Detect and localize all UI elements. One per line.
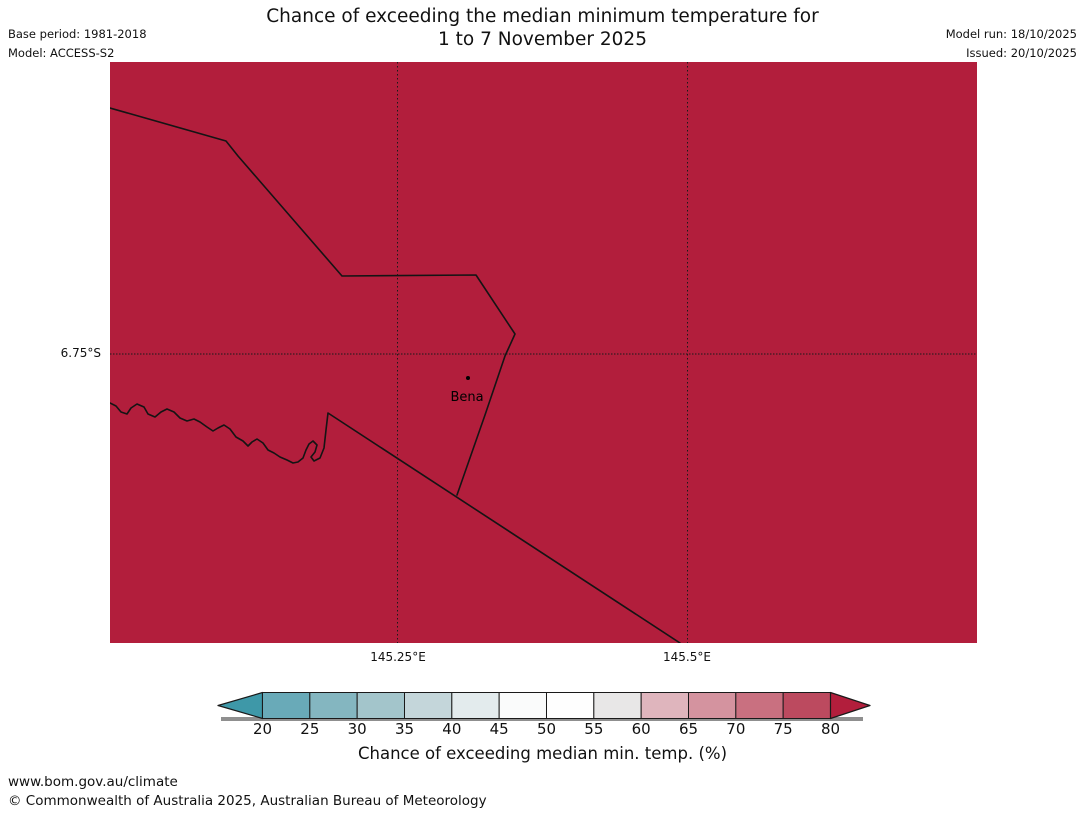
colorbar-tick-label: 65 (678, 720, 699, 738)
model-label: Model: ACCESS-S2 (8, 46, 115, 60)
forecast-map: Bena (110, 62, 977, 643)
colorbar-tick-label: 55 (584, 720, 604, 738)
colorbar-segment (262, 692, 311, 719)
colorbar-tick-label: 75 (773, 720, 793, 738)
town-marker-dot (466, 376, 470, 380)
colorbar-segment (545, 692, 595, 719)
lon-axis-label-2: 145.5°E (663, 650, 711, 664)
colorbar-segment (403, 692, 453, 719)
footer-url: www.bom.gov.au/climate (8, 774, 178, 790)
lon-axis-label-1: 145.25°E (370, 650, 426, 664)
run-info: Model run: 18/10/2025 Issued: 20/10/2025 (946, 25, 1077, 63)
page-title-line1: Chance of exceeding the median minimum t… (266, 6, 819, 27)
model-run-label: Model run: 18/10/2025 (945, 27, 1077, 41)
model-info: Base period: 1981-2018 Model: ACCESS-S2 (8, 25, 147, 63)
map-region-fill (110, 62, 977, 643)
colorbar-left-arrow (217, 691, 264, 720)
district-boundary-line (110, 107, 516, 496)
colorbar-tick-label: 50 (536, 720, 557, 738)
river-boundary-line (110, 402, 681, 643)
colorbar-segment (640, 692, 689, 719)
colorbar-segment (593, 692, 642, 719)
colorbar-tick-label: 30 (347, 720, 367, 738)
colorbar-right-arrow (829, 691, 871, 720)
lat-axis-label: 6.75°S (60, 346, 101, 360)
colorbar-segment (356, 692, 405, 719)
colorbar-segment (451, 692, 500, 719)
footer-copyright: © Commonwealth of Australia 2025, Austra… (8, 793, 487, 809)
colorbar-segment (498, 692, 547, 719)
colorbar-tick-label: 60 (631, 720, 651, 738)
colorbar-tick-label: 20 (252, 720, 273, 738)
colorbar-segment (687, 692, 737, 719)
colorbar-segment (309, 692, 358, 719)
town-marker-label: Bena (450, 390, 483, 405)
page-title: Chance of exceeding the median minimum t… (0, 5, 1085, 51)
colorbar-tick-label: 45 (489, 720, 509, 738)
colorbar-caption: Chance of exceeding median min. temp. (%… (357, 744, 728, 763)
issued-label: Issued: 20/10/2025 (966, 46, 1077, 60)
base-period-label: Base period: 1981-2018 (8, 27, 147, 41)
page-title-line2: 1 to 7 November 2025 (438, 29, 647, 50)
colorbar-segment (782, 692, 831, 719)
colorbar-tick-label: 70 (726, 720, 746, 738)
colorbar-tick-label: 80 (820, 720, 841, 738)
colorbar-tick-label: 35 (394, 720, 415, 738)
colorbar-tick-label: 25 (300, 720, 320, 738)
colorbar-tick-label: 40 (442, 720, 462, 738)
colorbar-segment (735, 692, 784, 719)
colorbar (217, 691, 871, 721)
